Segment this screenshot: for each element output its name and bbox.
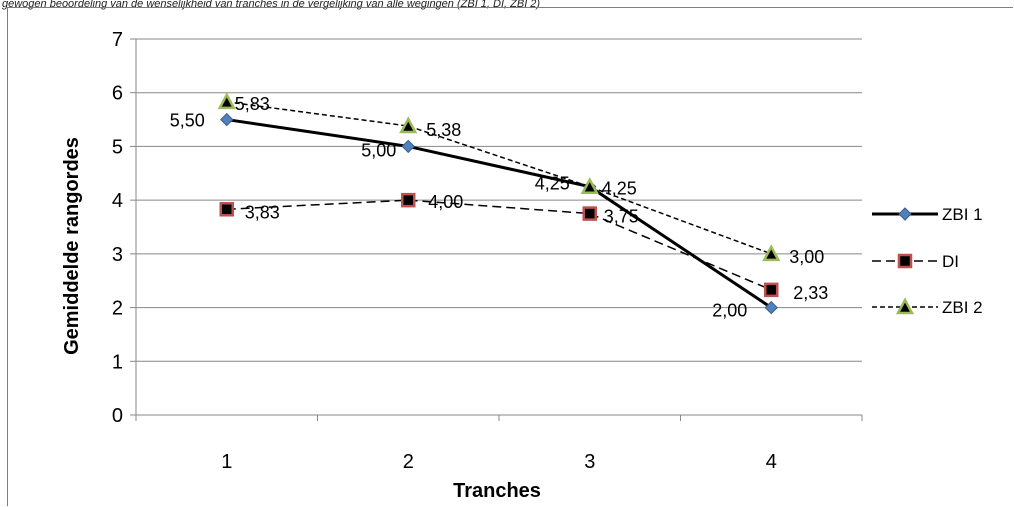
data-label: 3,00 (789, 247, 824, 267)
chart-frame (7, 7, 1013, 506)
x-axis-title: Tranches (453, 480, 541, 502)
legend-label: ZBI 1 (942, 205, 983, 224)
data-label: 3,83 (245, 202, 280, 222)
legend-marker (897, 253, 913, 269)
gridlines (136, 38, 862, 362)
y-tick-label: 5 (112, 136, 123, 158)
data-label: 5,50 (170, 111, 205, 131)
data-point (764, 282, 779, 298)
data-point (219, 202, 234, 217)
data-label: 2,33 (793, 283, 828, 303)
data-label: 5,38 (426, 120, 461, 140)
legend-label: ZBI 2 (942, 298, 983, 317)
y-tick-label: 7 (112, 29, 123, 51)
y-tick-label: 0 (112, 405, 123, 427)
y-tick-label: 4 (112, 190, 123, 212)
data-point (217, 92, 236, 110)
y-tick-label: 1 (112, 351, 123, 373)
data-label: 4,25 (602, 179, 637, 199)
data-label: 2,00 (712, 301, 747, 321)
x-tick-label: 3 (584, 451, 595, 473)
data-point (764, 300, 778, 315)
series-line (226, 101, 772, 255)
x-tick-label: 1 (221, 451, 232, 473)
data-labels: 5,50 5,00 4,25 2,00 3,83 4,00 3,75 2,33 5,83 5,38… (170, 94, 829, 321)
x-tick-label: 4 (766, 451, 777, 473)
series-group (217, 92, 781, 315)
data-point (580, 177, 599, 194)
legend-label: DI (942, 252, 959, 271)
x-tick-label: 2 (403, 451, 414, 473)
legend-item: ZBI 1 (872, 205, 983, 224)
y-axis-title: Gemiddelde rangordes (61, 137, 83, 355)
legend-marker (898, 207, 912, 221)
data-point (401, 192, 416, 208)
series-line (226, 199, 772, 291)
data-label: 5,83 (235, 94, 270, 114)
y-tick-label: 2 (112, 298, 123, 320)
y-tick-label: 6 (112, 83, 123, 105)
data-point (582, 206, 597, 221)
series-line (226, 118, 773, 309)
data-label: 4,00 (428, 192, 463, 212)
data-label: 5,00 (361, 140, 396, 160)
figure-caption: gewogen beoordeling van de wenselijkheid… (2, 0, 541, 10)
data-point (401, 139, 415, 154)
data-label: 4,25 (535, 174, 570, 194)
data-label: 3,75 (604, 207, 639, 227)
axes: 0 1 2 3 4 5 6 7 1 2 3 4 (112, 29, 863, 473)
data-point (399, 116, 418, 134)
legend-item: DI (872, 252, 959, 271)
legend-item: ZBI 2 (872, 297, 983, 317)
legend-marker (895, 297, 915, 315)
y-tick-label: 3 (112, 244, 123, 266)
data-point (220, 112, 234, 127)
legend: ZBI 1 DI ZBI 2 (872, 205, 983, 317)
data-point (762, 244, 781, 262)
